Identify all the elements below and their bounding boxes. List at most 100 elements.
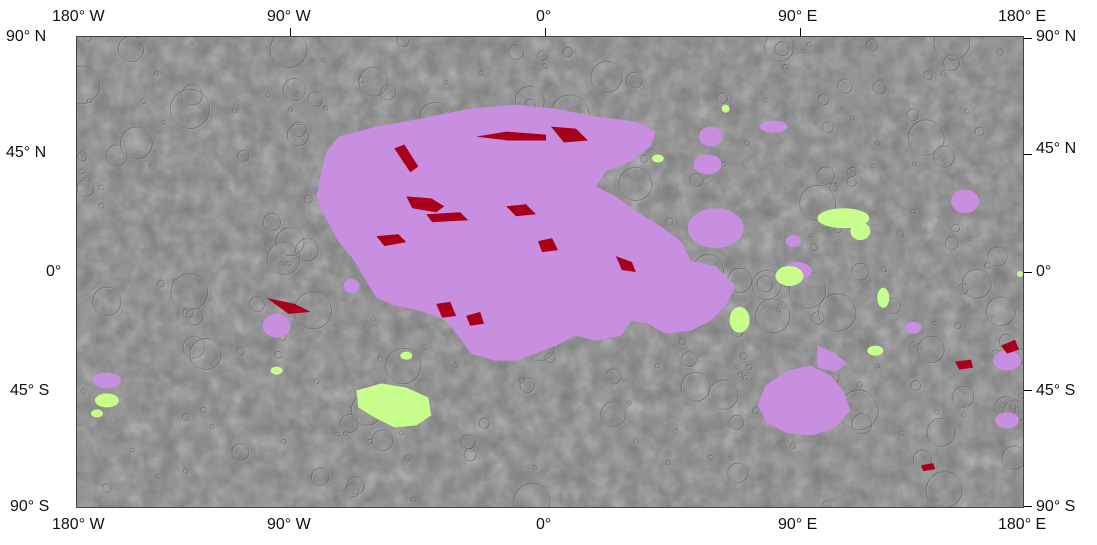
green-blob-9 (867, 345, 884, 356)
crater-rim-highlight (78, 152, 89, 163)
purple-blob-east (687, 208, 744, 249)
crater-rim-highlight (479, 71, 485, 77)
crater-rim-highlight (944, 55, 961, 72)
crater-rim-highlight (708, 455, 714, 462)
crater-rim-shadow (421, 344, 428, 351)
crater-rim-shadow (818, 93, 830, 106)
crater-rim-shadow (716, 92, 729, 105)
crater-rim-shadow (478, 70, 484, 76)
crater-rim-highlight (99, 203, 106, 210)
crater-rim-shadow (816, 166, 836, 185)
crater-rim-shadow (149, 164, 155, 171)
crater-rim-highlight (830, 183, 839, 193)
crater-rim-highlight (281, 439, 288, 446)
crater-rim-highlight (927, 418, 957, 448)
crater-rim-highlight (155, 71, 160, 77)
green-blob-7 (729, 306, 750, 333)
red-band-5 (426, 212, 469, 223)
crater-rim-highlight (183, 337, 206, 360)
crater-rim-shadow (590, 61, 623, 94)
crater-rim-highlight (743, 375, 749, 381)
crater-rim-shadow (782, 64, 789, 70)
top-tick-0 (545, 28, 546, 36)
red-band-14 (955, 359, 974, 370)
crater-rim-shadow (818, 293, 857, 332)
crater-rim-shadow (541, 63, 549, 70)
crater-rim-shadow (450, 369, 456, 375)
crater-rim-highlight (451, 370, 457, 376)
crater-rim-highlight (634, 439, 641, 445)
crater-rim-shadow (933, 37, 971, 61)
crater-rim-shadow (129, 447, 135, 453)
crater-rim-shadow (865, 39, 879, 52)
crater-rim-highlight (709, 380, 740, 411)
crater-rim-shadow (943, 54, 961, 72)
crater-rim-shadow (851, 262, 870, 281)
crater-rim-highlight (729, 415, 745, 431)
top-tick-90e (800, 28, 801, 36)
crater-rim-shadow (77, 65, 101, 105)
crater-rim-shadow (745, 363, 753, 371)
crater-rim-shadow (209, 424, 215, 430)
purple-blob-1 (262, 313, 291, 338)
crater-rim-shadow (265, 92, 271, 98)
crater-rim-shadow (774, 41, 790, 57)
crater-rim-shadow (304, 194, 313, 204)
crater-rim-shadow (933, 145, 956, 168)
crater-rim-shadow (906, 108, 920, 122)
left-lat-label-90n: 90° N (6, 28, 47, 45)
crater-rim-highlight (275, 351, 284, 360)
crater-rim-shadow (665, 460, 672, 466)
green-blob-1 (94, 393, 119, 408)
red-band-3 (394, 144, 419, 173)
crater-rim-shadow (987, 246, 1008, 267)
crater-rim-highlight (666, 460, 672, 466)
crater-rim-highlight (945, 237, 960, 251)
crater-rim-shadow (77, 151, 88, 162)
crater-rim-shadow (875, 363, 881, 369)
crater-rim-highlight (519, 378, 527, 385)
crater-rim-shadow (156, 473, 162, 479)
crater-rim-shadow (851, 413, 873, 435)
red-band-9 (466, 311, 485, 326)
crater-rim-highlight (1018, 393, 1023, 400)
crater-rim-highlight (907, 109, 920, 122)
crater-rim-highlight (237, 347, 246, 357)
crater-rim-highlight (118, 37, 146, 64)
left-lat-label-0: 0° (46, 263, 62, 280)
crater-rim-highlight (734, 365, 740, 371)
crater-rim-shadow (799, 184, 837, 222)
crater-rim-shadow (996, 48, 1004, 56)
crater-rim-highlight (729, 456, 734, 462)
crater-rim-highlight (690, 174, 705, 188)
red-band-7 (538, 238, 558, 253)
crater-rim-highlight (911, 209, 917, 216)
right-lat-label-0: 0° (1036, 263, 1052, 280)
crater-rim-highlight (953, 386, 976, 409)
purple-blob-9 (92, 372, 121, 389)
crater-rim-highlight (666, 218, 675, 227)
crater-rim-highlight (156, 474, 162, 480)
crater-rim-highlight (958, 284, 970, 296)
crater-rim-shadow (321, 57, 327, 63)
crater-rim-shadow (181, 413, 190, 422)
crater-rim-shadow (335, 431, 341, 437)
crater-rim-highlight (270, 37, 309, 69)
crater-rim-shadow (856, 381, 864, 388)
crater-rim-highlight (1002, 446, 1023, 471)
crater-rim-highlight (763, 98, 769, 104)
crater-rim-highlight (444, 80, 450, 86)
crater-rim-shadow (385, 348, 422, 385)
top-lon-label-90w: 90° W (267, 8, 311, 25)
right-lat-label-90s: 90° S (1036, 498, 1076, 515)
crater-rim-highlight (77, 66, 102, 106)
crater-rim-shadow (680, 371, 711, 402)
crater-rim-shadow (764, 37, 795, 62)
crater-rim-highlight (263, 214, 282, 233)
crater-rim-highlight (276, 228, 306, 258)
crater-rim-highlight (818, 94, 831, 106)
crater-rim-highlight (87, 99, 93, 105)
crater-rim-shadow (739, 352, 748, 360)
green-blob-8 (877, 287, 890, 308)
crater-rim-highlight (311, 468, 331, 488)
